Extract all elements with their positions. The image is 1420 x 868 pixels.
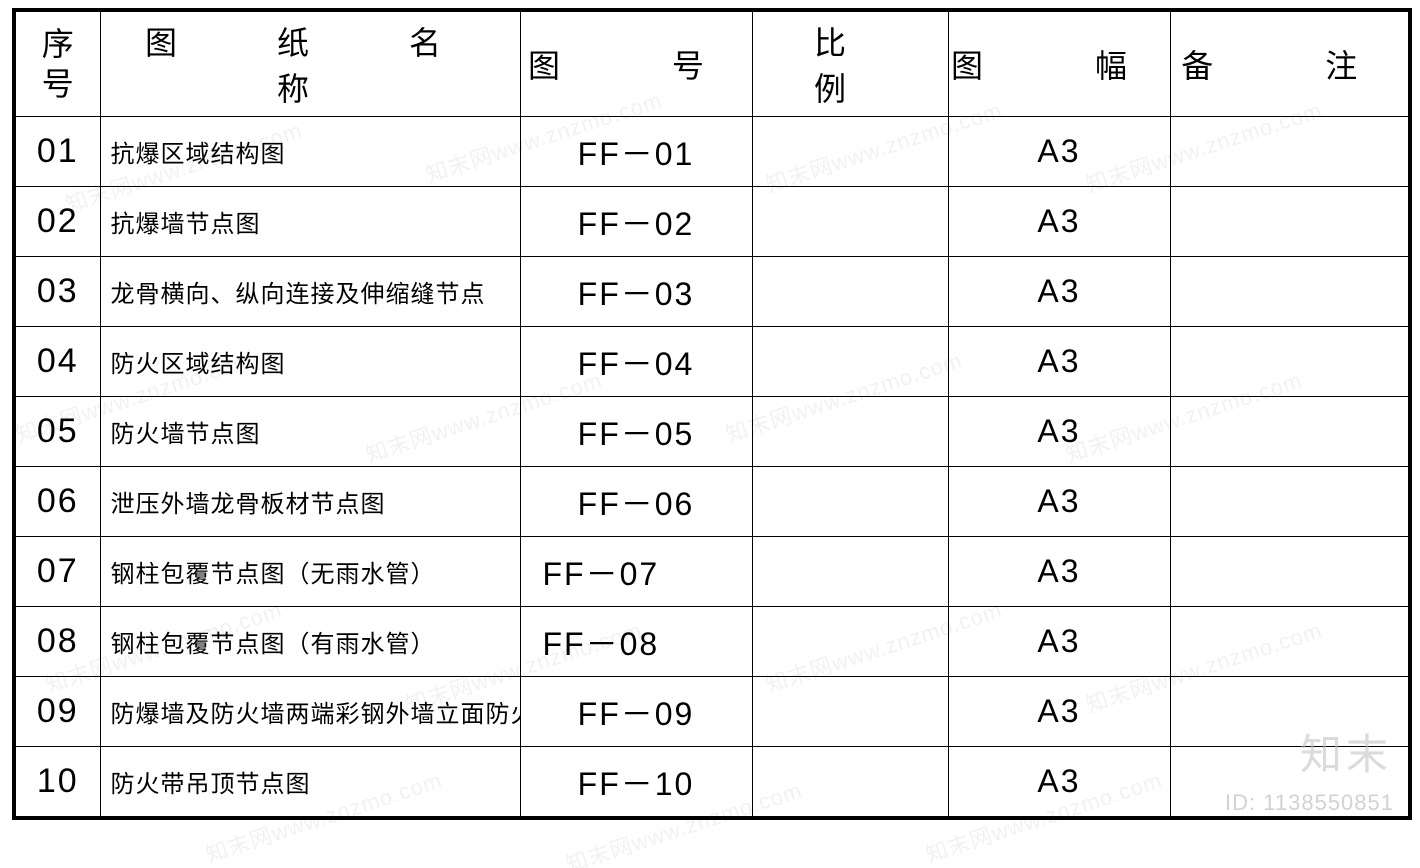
cell-size: A3 xyxy=(948,677,1170,747)
cell-size: A3 xyxy=(948,747,1170,819)
cell-note xyxy=(1170,117,1410,187)
cell-note xyxy=(1170,187,1410,257)
cell-code: FF－07 xyxy=(520,537,752,607)
cell-note xyxy=(1170,677,1410,747)
col-header-seq: 序 号 xyxy=(14,10,100,117)
cell-size: A3 xyxy=(948,467,1170,537)
cell-scale xyxy=(752,467,948,537)
cell-name: 防火带吊顶节点图 xyxy=(100,747,520,819)
drawing-list-table: 序 号 图 纸 名 称 图 号 比 例 图 幅 备 注 01抗爆区域结构图FF－… xyxy=(12,8,1412,820)
table-row: 01抗爆区域结构图FF－01 A3 xyxy=(14,117,1410,187)
cell-seq: 05 xyxy=(14,397,100,467)
cell-code: FF－04 xyxy=(520,327,752,397)
table-row: 09防爆墙及防火墙两端彩钢外墙立面防火带节点图FF－09 A3 xyxy=(14,677,1410,747)
cell-code: FF－06 xyxy=(520,467,752,537)
cell-size: A3 xyxy=(948,537,1170,607)
cell-name: 抗爆区域结构图 xyxy=(100,117,520,187)
table-row: 05防火墙节点图FF－05 A3 xyxy=(14,397,1410,467)
table-row: 02抗爆墙节点图FF－02 A3 xyxy=(14,187,1410,257)
cell-seq: 04 xyxy=(14,327,100,397)
cell-scale xyxy=(752,607,948,677)
col-header-seq-1: 序 xyxy=(16,24,100,64)
cell-size: A3 xyxy=(948,257,1170,327)
cell-seq: 01 xyxy=(14,117,100,187)
col-header-note: 备 注 xyxy=(1170,10,1410,117)
col-header-size: 图 幅 xyxy=(948,10,1170,117)
cell-note xyxy=(1170,537,1410,607)
cell-seq: 03 xyxy=(14,257,100,327)
table-row: 03龙骨横向、纵向连接及伸缩缝节点FF－03 A3 xyxy=(14,257,1410,327)
cell-seq: 07 xyxy=(14,537,100,607)
cell-note xyxy=(1170,327,1410,397)
cell-note xyxy=(1170,607,1410,677)
table-row: 06泄压外墙龙骨板材节点图FF－06 A3 xyxy=(14,467,1410,537)
table-row: 10防火带吊顶节点图FF－10 A3 xyxy=(14,747,1410,819)
cell-note xyxy=(1170,747,1410,819)
cell-seq: 06 xyxy=(14,467,100,537)
cell-size: A3 xyxy=(948,607,1170,677)
cell-code: FF－01 xyxy=(520,117,752,187)
cell-size: A3 xyxy=(948,117,1170,187)
col-header-seq-2: 号 xyxy=(16,64,100,104)
cell-scale xyxy=(752,257,948,327)
cell-size: A3 xyxy=(948,397,1170,467)
col-header-scale: 比 例 xyxy=(752,10,948,117)
cell-name: 泄压外墙龙骨板材节点图 xyxy=(100,467,520,537)
cell-scale xyxy=(752,327,948,397)
cell-name: 防火墙节点图 xyxy=(100,397,520,467)
cell-code: FF－10 xyxy=(520,747,752,819)
cell-name: 抗爆墙节点图 xyxy=(100,187,520,257)
cell-code: FF－09 xyxy=(520,677,752,747)
cell-name: 龙骨横向、纵向连接及伸缩缝节点 xyxy=(100,257,520,327)
col-header-name: 图 纸 名 称 xyxy=(100,10,520,117)
cell-seq: 09 xyxy=(14,677,100,747)
cell-name: 钢柱包覆节点图（有雨水管） xyxy=(100,607,520,677)
table-row: 04防火区域结构图FF－04 A3 xyxy=(14,327,1410,397)
cell-code: FF－02 xyxy=(520,187,752,257)
cell-seq: 08 xyxy=(14,607,100,677)
table-body: 01抗爆区域结构图FF－01A302抗爆墙节点图FF－02A303龙骨横向、纵向… xyxy=(14,117,1410,819)
cell-scale xyxy=(752,187,948,257)
cell-seq: 10 xyxy=(14,747,100,819)
cell-code: FF－05 xyxy=(520,397,752,467)
cell-scale xyxy=(752,747,948,819)
cell-scale xyxy=(752,677,948,747)
cell-code: FF－03 xyxy=(520,257,752,327)
table-row: 08钢柱包覆节点图（有雨水管）FF－08 A3 xyxy=(14,607,1410,677)
cell-code: FF－08 xyxy=(520,607,752,677)
cell-seq: 02 xyxy=(14,187,100,257)
cell-scale xyxy=(752,117,948,187)
table-header-row: 序 号 图 纸 名 称 图 号 比 例 图 幅 备 注 xyxy=(14,10,1410,117)
cell-name: 防爆墙及防火墙两端彩钢外墙立面防火带节点图 xyxy=(100,677,520,747)
col-header-code: 图 号 xyxy=(520,10,752,117)
cell-size: A3 xyxy=(948,327,1170,397)
cell-size: A3 xyxy=(948,187,1170,257)
table-row: 07钢柱包覆节点图（无雨水管）FF－07 A3 xyxy=(14,537,1410,607)
cell-note xyxy=(1170,257,1410,327)
cell-scale xyxy=(752,537,948,607)
cell-note xyxy=(1170,467,1410,537)
cell-name: 钢柱包覆节点图（无雨水管） xyxy=(100,537,520,607)
cell-name: 防火区域结构图 xyxy=(100,327,520,397)
cell-scale xyxy=(752,397,948,467)
cell-note xyxy=(1170,397,1410,467)
